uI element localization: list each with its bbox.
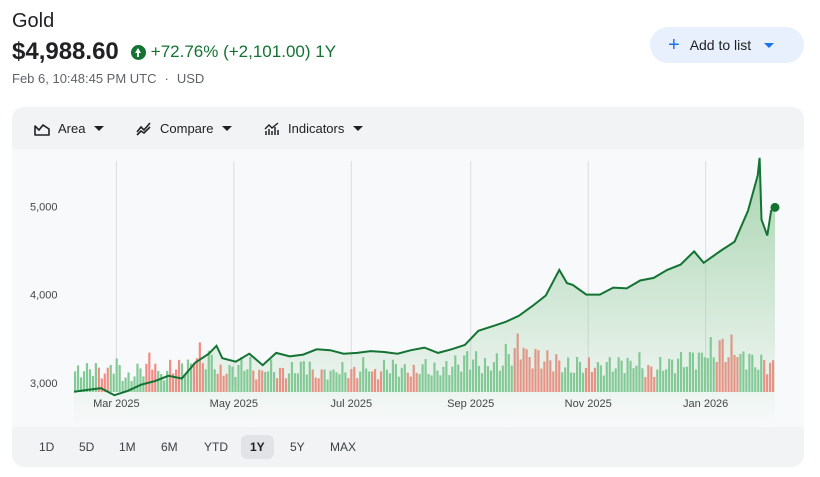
volume-bar <box>148 352 151 392</box>
x-tick-label: Nov 2025 <box>565 398 612 410</box>
plus-icon: + <box>668 34 680 56</box>
range-selector: 1D 5D 1M 6M YTD 1Y 5Y MAX <box>12 431 804 461</box>
area-label: Area <box>58 121 86 136</box>
range-ytd[interactable]: YTD <box>204 440 228 454</box>
x-tick-label: Mar 2025 <box>93 398 139 410</box>
range-6m[interactable]: 6M <box>161 440 178 454</box>
x-tick-label: Jan 2026 <box>683 398 728 410</box>
compare-label: Compare <box>160 121 214 136</box>
range-1y[interactable]: 1Y <box>241 435 274 459</box>
range-1d[interactable]: 1D <box>39 440 55 454</box>
price-line <box>73 157 776 397</box>
chevron-down-icon <box>764 42 775 48</box>
volume-bar <box>121 380 124 392</box>
price-change: +72.76% (+2,101.00) 1Y <box>150 42 337 61</box>
volume-bar <box>82 371 86 392</box>
indicators-dropdown[interactable]: Indicators <box>264 121 364 136</box>
volume-bar <box>145 363 148 392</box>
meta-separator: · <box>164 71 169 86</box>
price-row: $4,988.60 +72.76% (+2,101.00) 1Y <box>12 38 336 66</box>
volume-bar <box>94 363 97 392</box>
price-chart-svg: 3,000 4,000 5,000 Mar 2025 May 2025 Jul 2025… <box>30 157 780 427</box>
compare-dropdown[interactable]: Compare <box>136 121 233 136</box>
volume-bar <box>118 365 121 392</box>
y-tick-label: 5,000 <box>30 201 58 213</box>
volume-bar <box>109 364 112 392</box>
add-to-list-label: Add to list <box>689 37 752 53</box>
volume-bar <box>88 369 92 392</box>
volume-bar <box>79 377 83 392</box>
currency: USD <box>176 71 205 86</box>
arrow-up-circle-icon <box>130 44 146 60</box>
add-to-list-button[interactable]: + Add to list <box>650 27 804 63</box>
area-chart-icon <box>34 123 50 136</box>
volume-bar <box>106 367 109 392</box>
volume-bar <box>133 376 136 392</box>
volume-bar <box>154 363 157 392</box>
area-dropdown[interactable]: Area <box>34 121 105 136</box>
volume-bar <box>76 365 80 392</box>
range-max[interactable]: MAX <box>330 440 357 454</box>
chevron-down-icon <box>222 126 233 131</box>
price-area <box>74 157 775 427</box>
volume-bar <box>100 378 103 392</box>
volume-bar <box>136 363 139 392</box>
volume-bar <box>74 371 77 392</box>
chevron-down-icon <box>353 126 364 131</box>
range-5y[interactable]: 5Y <box>290 440 305 454</box>
range-5d[interactable]: 5D <box>79 440 95 454</box>
volume-bar <box>130 381 133 392</box>
x-tick-label: Sep 2025 <box>447 398 494 410</box>
volume-bar <box>85 363 89 392</box>
volume-bar <box>127 372 130 392</box>
y-tick-label: 4,000 <box>30 290 58 302</box>
y-tick-label: 3,000 <box>30 378 58 390</box>
timestamp: Feb 6, 10:48:45 PM UTC <box>12 71 157 86</box>
volume-bar <box>97 367 100 392</box>
volume-bar <box>139 368 142 392</box>
current-price: $4,988.60 <box>12 38 119 65</box>
chevron-down-icon <box>94 126 105 131</box>
volume-bar <box>112 373 115 392</box>
indicators-icon <box>264 121 279 135</box>
last-price-dot <box>770 202 780 212</box>
price-chart[interactable]: 3,000 4,000 5,000 Mar 2025 May 2025 Jul 2025… <box>12 149 804 427</box>
volume-bar <box>115 358 118 392</box>
volume-bar <box>91 376 94 392</box>
indicators-label: Indicators <box>288 121 345 136</box>
compare-icon <box>136 121 151 136</box>
volume-bar <box>103 373 106 392</box>
quote-meta: Feb 6, 10:48:45 PM UTC · USD <box>12 71 204 86</box>
x-tick-label: Jul 2025 <box>331 398 373 410</box>
chart-panel: Area Compare Indicators 3,000 4,000 5,00 <box>12 107 804 467</box>
range-1m[interactable]: 1M <box>119 440 136 454</box>
volume-bar <box>177 359 181 392</box>
x-tick-label: May 2025 <box>210 398 258 410</box>
asset-title: Gold <box>12 10 55 32</box>
volume-bar <box>124 377 127 392</box>
